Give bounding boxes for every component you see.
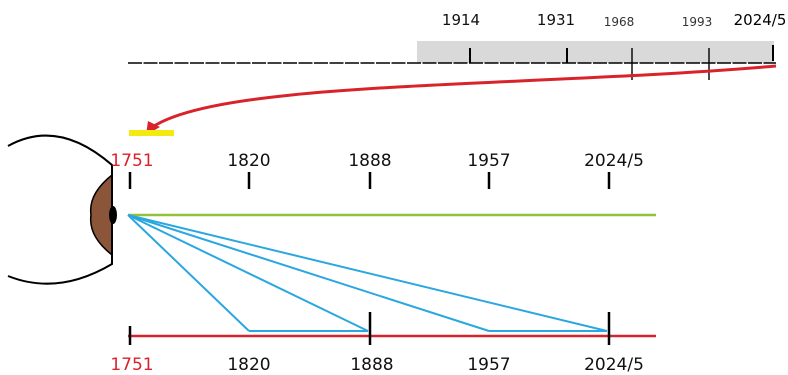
bottom-label-1957: 1957	[467, 355, 510, 375]
top-label-2024-5: 2024/5	[734, 11, 787, 29]
mid-label-2024-5: 2024/5	[584, 151, 644, 171]
projection-arrow-curve	[150, 64, 777, 130]
sight-line-1820	[127, 214, 250, 332]
eye-icon	[7, 134, 117, 285]
bottom-label-1820: 1820	[227, 355, 270, 375]
top-label-1914: 1914	[442, 11, 480, 29]
top-label-1993: 1993	[682, 15, 713, 29]
highlight-marker	[129, 130, 174, 136]
bottom-label-1751: 1751	[110, 355, 153, 375]
top-timeline-shaded-band	[417, 41, 774, 63]
sight-line-1888	[127, 214, 369, 332]
sight-lines	[127, 213, 656, 332]
top-label-1968: 1968	[604, 15, 635, 29]
bottom-label-1888: 1888	[350, 355, 393, 375]
sight-line-2024	[127, 214, 608, 332]
bottom-timeline: 1751 1820 1888 1957 2024/5	[110, 312, 656, 375]
mid-label-1957: 1957	[467, 151, 510, 171]
mid-label-1820: 1820	[227, 151, 270, 171]
sight-line-1957	[127, 214, 490, 332]
mid-label-1888: 1888	[348, 151, 391, 171]
iris-icon	[89, 173, 113, 257]
projection-arrow	[146, 64, 777, 135]
top-label-1931: 1931	[537, 11, 575, 29]
middle-timeline: 1751 1820 1888 1957 2024/5	[110, 151, 644, 189]
bottom-label-2024-5: 2024/5	[584, 355, 644, 375]
mid-label-1751: 1751	[110, 151, 153, 171]
top-timeline: 1914 1931 1968 1993 2024/5	[128, 11, 786, 80]
